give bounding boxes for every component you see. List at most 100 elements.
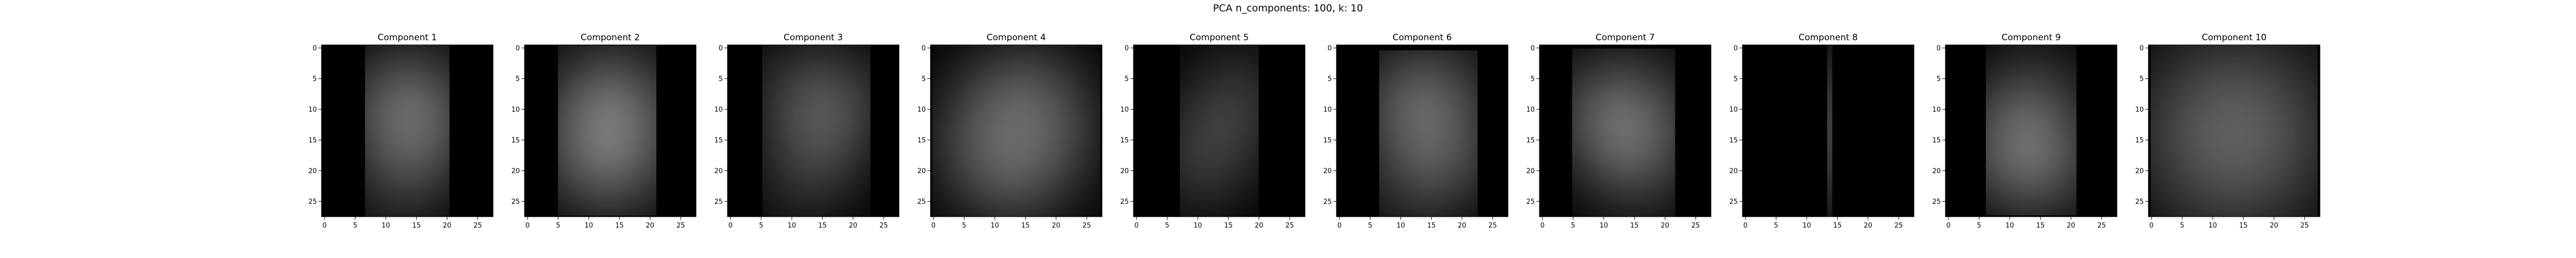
- y-tick-label: 25: [714, 198, 723, 206]
- heatmap-image: [966, 72, 1066, 196]
- component-panel: Component 9 0 5 10 15 20 25 0 5 10 15 20 25: [1932, 33, 2117, 230]
- y-tick-label: 0: [1734, 44, 1738, 52]
- axes-frame: [930, 44, 1103, 217]
- axes-frame: [727, 44, 900, 217]
- y-tick-label: 5: [516, 75, 520, 83]
- x-tick-label: 20: [1255, 222, 1264, 230]
- x-tick-label: 5: [1977, 222, 1981, 230]
- x-tick-label: 25: [676, 222, 685, 230]
- panel-title: Component 4: [987, 33, 1046, 43]
- digit-halo: [1628, 72, 1654, 202]
- y-tick-label: 10: [511, 106, 520, 114]
- x-tick-label: 0: [1540, 222, 1545, 230]
- x-tick-label: 20: [849, 222, 858, 230]
- digit-halo: [567, 118, 647, 193]
- y-tick-label: 20: [308, 167, 317, 175]
- y-tick-label: 15: [1120, 137, 1129, 144]
- x-tick-label: 15: [1427, 222, 1436, 230]
- axes-frame: [1945, 44, 2117, 217]
- y-tick-label: 10: [1526, 106, 1535, 114]
- y-tick-label: 10: [2135, 106, 2144, 114]
- axes-frame: [2148, 44, 2320, 217]
- x-tick-label: 10: [1194, 222, 1202, 230]
- y-tick-label: 10: [1729, 106, 1738, 114]
- x-tick-label: 25: [473, 222, 482, 230]
- y-tick-label: 15: [917, 137, 926, 144]
- y-tick-label: 20: [511, 167, 520, 175]
- heatmap-image: [371, 70, 444, 208]
- y-tick-label: 25: [511, 198, 520, 206]
- y-tick-label: 0: [1937, 44, 1941, 52]
- x-tick-label: 0: [1743, 222, 1748, 230]
- digit-halo: [1818, 62, 1841, 202]
- x-tick-label: 0: [1134, 222, 1139, 230]
- component-panel: Component 1 0 5 10 15 20 25 0 5 10 15 20 25: [308, 33, 494, 230]
- x-tick-label: 25: [2300, 222, 2309, 230]
- x-tick-label: 0: [728, 222, 733, 230]
- axes-frame: [321, 44, 494, 217]
- x-tick-label: 15: [1021, 222, 1030, 230]
- y-tick-label: 0: [516, 44, 520, 52]
- y-tick-label: 0: [1328, 44, 1332, 52]
- y-tick-label: 0: [2140, 44, 2144, 52]
- component-panels: Component 10 5 10 15 20 25 0 5 10 15 20 25 Component…: [308, 33, 2320, 230]
- x-tick-label: 25: [1894, 222, 1903, 230]
- heatmap-image: [1184, 66, 1254, 196]
- y-tick-label: 25: [917, 198, 926, 206]
- x-tick-label: 5: [1165, 222, 1169, 230]
- y-tick-label: 15: [1526, 137, 1535, 144]
- x-tick-label: 20: [2270, 222, 2279, 230]
- x-tick-label: 15: [1630, 222, 1639, 230]
- panel-title: Component 2: [581, 33, 640, 43]
- y-tick-label: 10: [714, 106, 723, 114]
- panel-title: Component 9: [2002, 33, 2061, 43]
- y-tick-label: 25: [1323, 198, 1332, 206]
- x-tick-label: 15: [1833, 222, 1842, 230]
- x-tick-label: 15: [1224, 222, 1233, 230]
- x-tick-label: 10: [788, 222, 796, 230]
- y-tick-label: 25: [2135, 198, 2144, 206]
- component-panel: Component 6 0 5 10 15 20 25 0 5 10 15 20 25: [1323, 33, 1509, 230]
- x-tick-label: 25: [1691, 222, 1700, 230]
- x-tick-label: 25: [1082, 222, 1091, 230]
- heatmap-image: [1582, 72, 1666, 202]
- y-tick-label: 5: [922, 75, 926, 83]
- x-tick-label: 10: [1600, 222, 1608, 230]
- panel-title: Component 6: [1393, 33, 1452, 43]
- y-tick-label: 10: [1120, 106, 1129, 114]
- y-tick-label: 15: [308, 137, 317, 144]
- digit-halo: [794, 78, 844, 122]
- x-tick-label: 0: [931, 222, 936, 230]
- y-tick-label: 25: [1120, 198, 1129, 206]
- digit-halo: [1184, 66, 1254, 196]
- y-tick-label: 25: [308, 198, 317, 206]
- x-tick-label: 10: [585, 222, 594, 230]
- heatmap-image: [2182, 72, 2286, 196]
- panel-title: Component 8: [1799, 33, 1858, 43]
- axes-frame: [1336, 44, 1509, 217]
- component-panel: Component 7 0 5 10 15 20 25 0 5 10 15 20 25: [1526, 33, 1711, 230]
- x-tick-label: 15: [412, 222, 421, 230]
- x-tick-label: 20: [2067, 222, 2076, 230]
- digit-halo: [966, 72, 1066, 196]
- x-tick-label: 0: [2149, 222, 2154, 230]
- heatmap-image: [1387, 72, 1469, 196]
- x-tick-label: 10: [1397, 222, 1405, 230]
- heatmap-image: [1993, 66, 2070, 193]
- x-tick-label: 25: [1285, 222, 1294, 230]
- x-tick-label: 10: [1803, 222, 1811, 230]
- x-tick-label: 5: [353, 222, 357, 230]
- y-tick-label: 25: [1729, 198, 1738, 206]
- y-tick-label: 10: [1323, 106, 1332, 114]
- x-tick-label: 10: [2209, 222, 2217, 230]
- y-tick-label: 10: [1932, 106, 1941, 114]
- y-tick-label: 20: [1526, 167, 1535, 175]
- y-tick-label: 5: [719, 75, 723, 83]
- x-tick-label: 20: [1052, 222, 1061, 230]
- y-tick-label: 20: [1120, 167, 1129, 175]
- x-tick-label: 25: [879, 222, 888, 230]
- panel-title: Component 10: [2202, 33, 2267, 43]
- y-tick-label: 5: [1531, 75, 1535, 83]
- y-tick-label: 15: [2135, 137, 2144, 144]
- x-tick-label: 20: [1864, 222, 1873, 230]
